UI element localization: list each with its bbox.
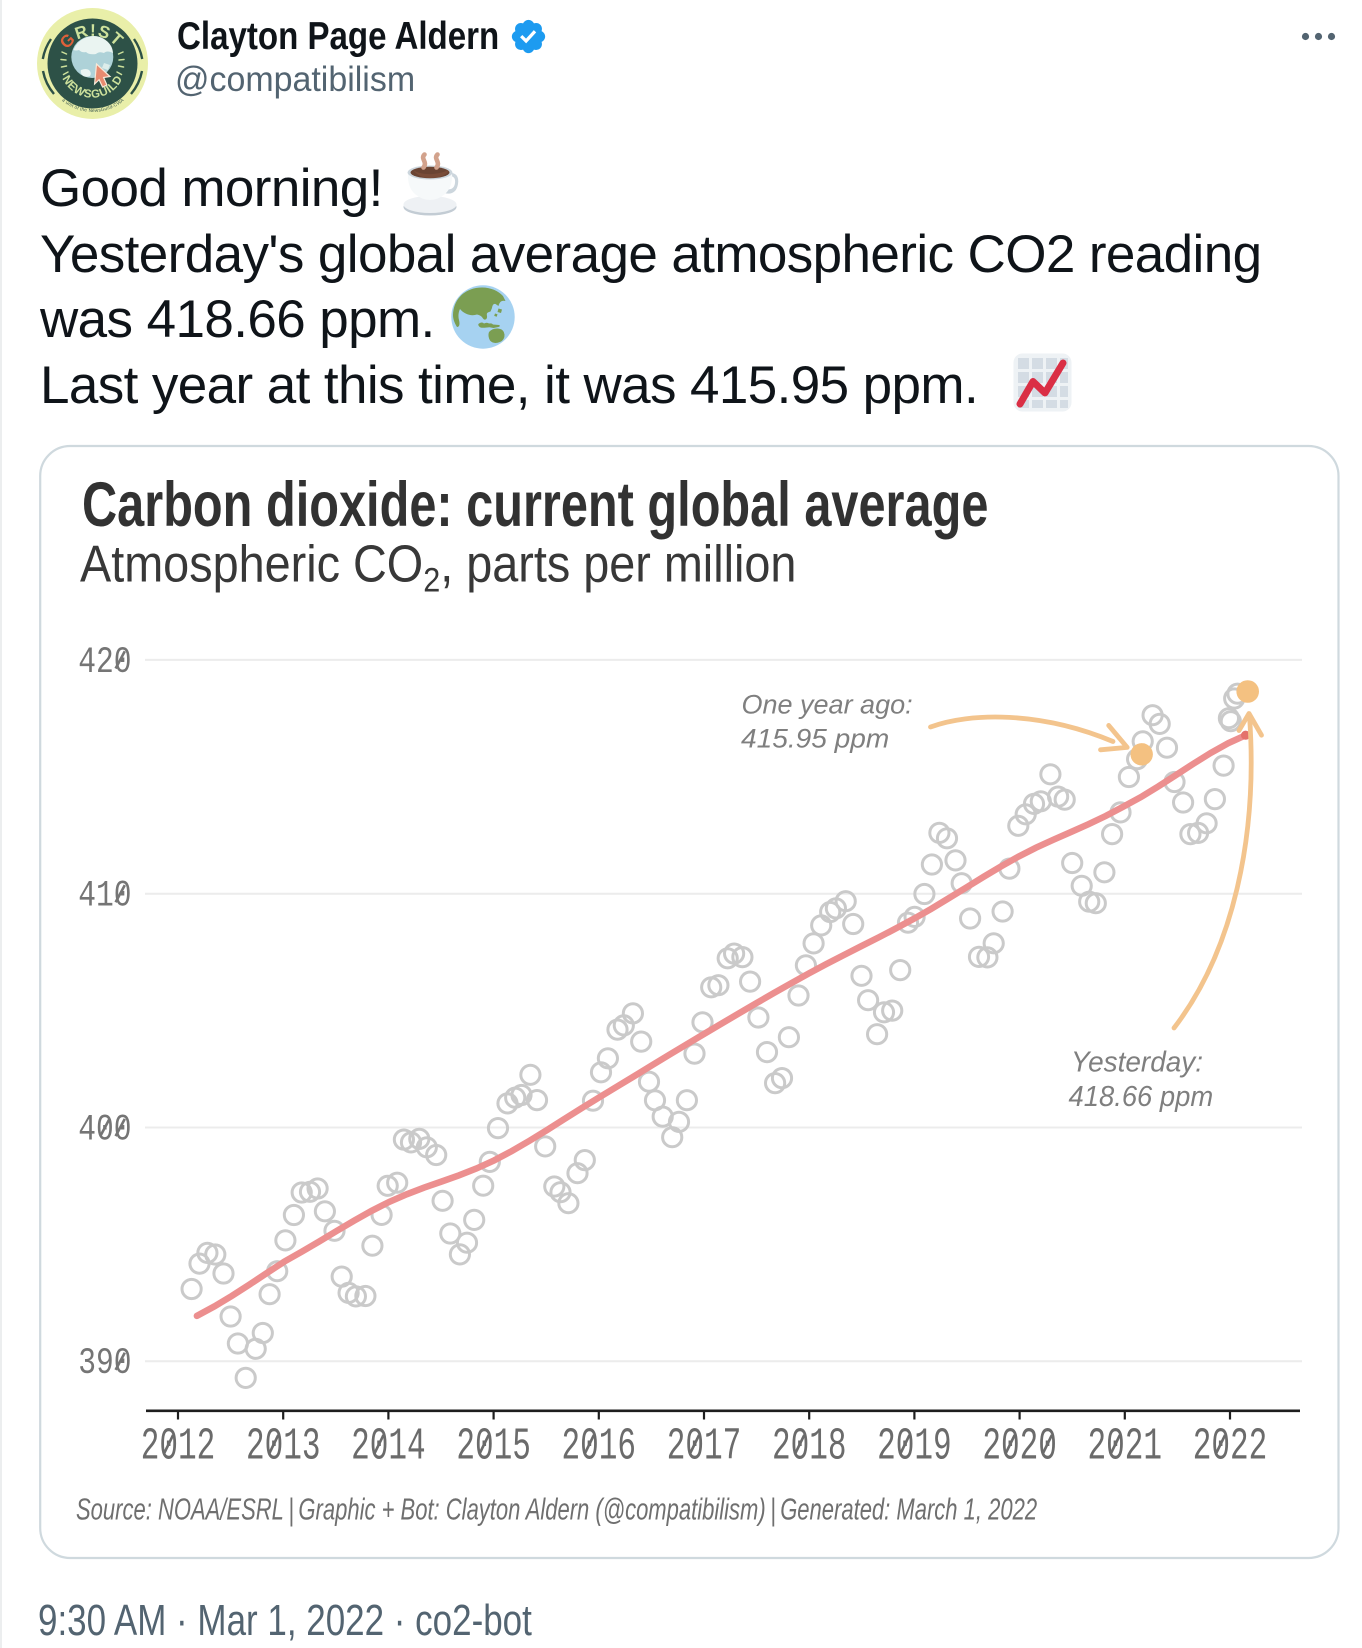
svg-text:2015: 2015 <box>456 1421 531 1472</box>
svg-text:420: 420 <box>78 642 131 684</box>
svg-text:2021: 2021 <box>1088 1421 1163 1472</box>
svg-text:2022: 2022 <box>1193 1421 1268 1472</box>
svg-text:Atmospheric CO2, parts per mil: Atmospheric CO2, parts per million <box>80 535 796 599</box>
svg-text:390: 390 <box>78 1343 131 1385</box>
svg-text:415.95 ppm: 415.95 ppm <box>741 723 889 753</box>
svg-text:2013: 2013 <box>246 1421 321 1472</box>
svg-text:418.66 ppm: 418.66 ppm <box>1069 1079 1214 1112</box>
svg-text:2020: 2020 <box>982 1421 1057 1472</box>
svg-text:2014: 2014 <box>351 1421 426 1472</box>
svg-text:Carbon dioxide: current global: Carbon dioxide: current global average <box>82 469 988 539</box>
svg-text:400: 400 <box>78 1110 131 1152</box>
svg-text:Yesterday:: Yesterday: <box>1071 1046 1203 1079</box>
svg-text:2017: 2017 <box>667 1421 742 1472</box>
svg-text:410: 410 <box>78 876 131 918</box>
svg-text:Source: NOAA/ESRL | Graphic +: Source: NOAA/ESRL | Graphic + Bot: Clayt… <box>76 1492 1037 1527</box>
svg-text:One year ago:: One year ago: <box>742 690 913 720</box>
svg-text:2012: 2012 <box>141 1421 216 1472</box>
svg-text:2016: 2016 <box>562 1421 637 1472</box>
svg-text:2018: 2018 <box>772 1421 847 1472</box>
svg-text:2019: 2019 <box>877 1421 952 1472</box>
